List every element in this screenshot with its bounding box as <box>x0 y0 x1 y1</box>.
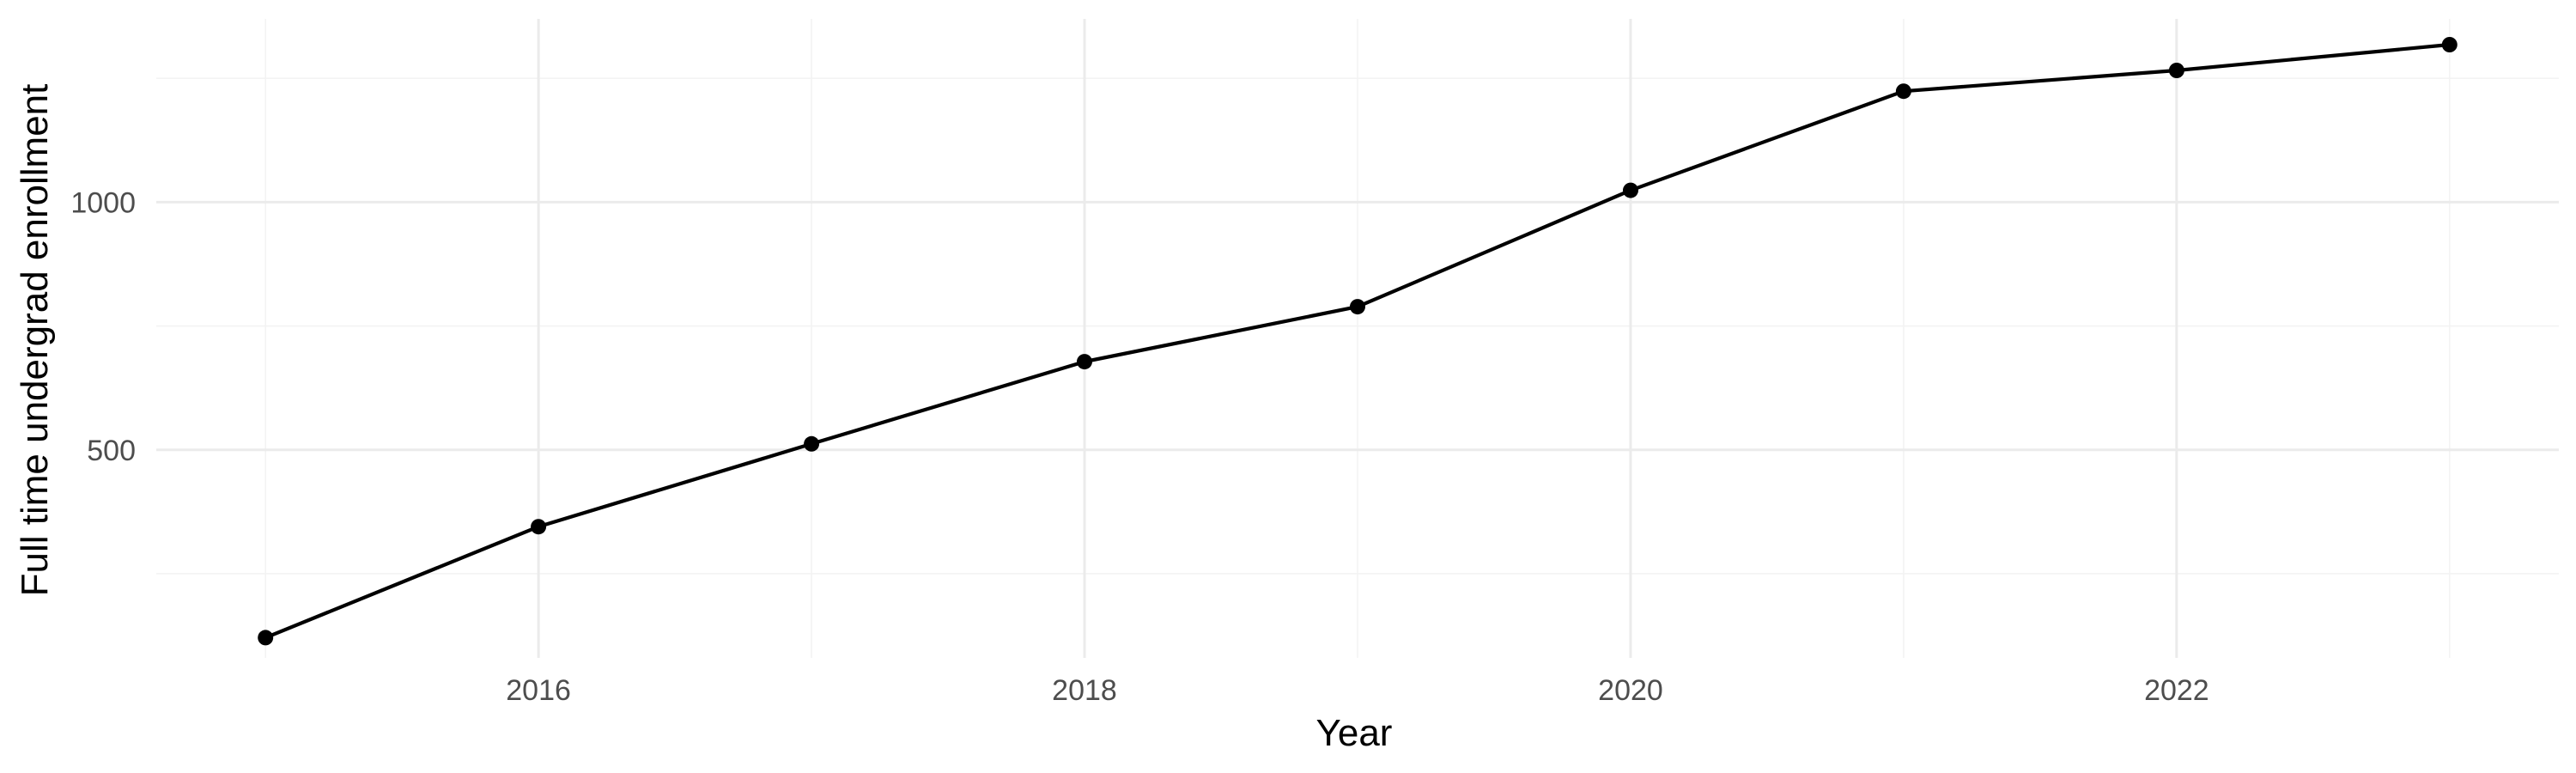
data-point-2020 <box>1623 182 1638 198</box>
y-tick-label: 1000 <box>70 186 136 219</box>
y-axis-title: Full time undergrad enrollment <box>14 84 56 597</box>
x-tick-label: 2016 <box>506 674 571 707</box>
y-tick-label: 500 <box>87 435 136 467</box>
data-point-2021 <box>1895 83 1911 100</box>
data-point-2016 <box>531 519 547 535</box>
data-point-2023 <box>2441 37 2458 52</box>
x-tick-label: 2018 <box>1052 674 1117 707</box>
data-point-2018 <box>1077 354 1092 370</box>
data-point-2022 <box>2168 63 2184 78</box>
data-point-2015 <box>258 630 274 646</box>
x-tick-label: 2022 <box>2144 674 2209 707</box>
tick-labels: 2016 2018 2020 2022 500 1000 <box>70 186 2208 707</box>
x-tick-label: 2020 <box>1598 674 1663 707</box>
data-point-2017 <box>804 435 820 452</box>
major-gridlines <box>156 19 2559 658</box>
series-layer <box>258 37 2458 646</box>
data-point-2019 <box>1350 299 1365 315</box>
minor-gridlines <box>156 19 2559 658</box>
x-axis-title: Year <box>1316 712 1393 754</box>
